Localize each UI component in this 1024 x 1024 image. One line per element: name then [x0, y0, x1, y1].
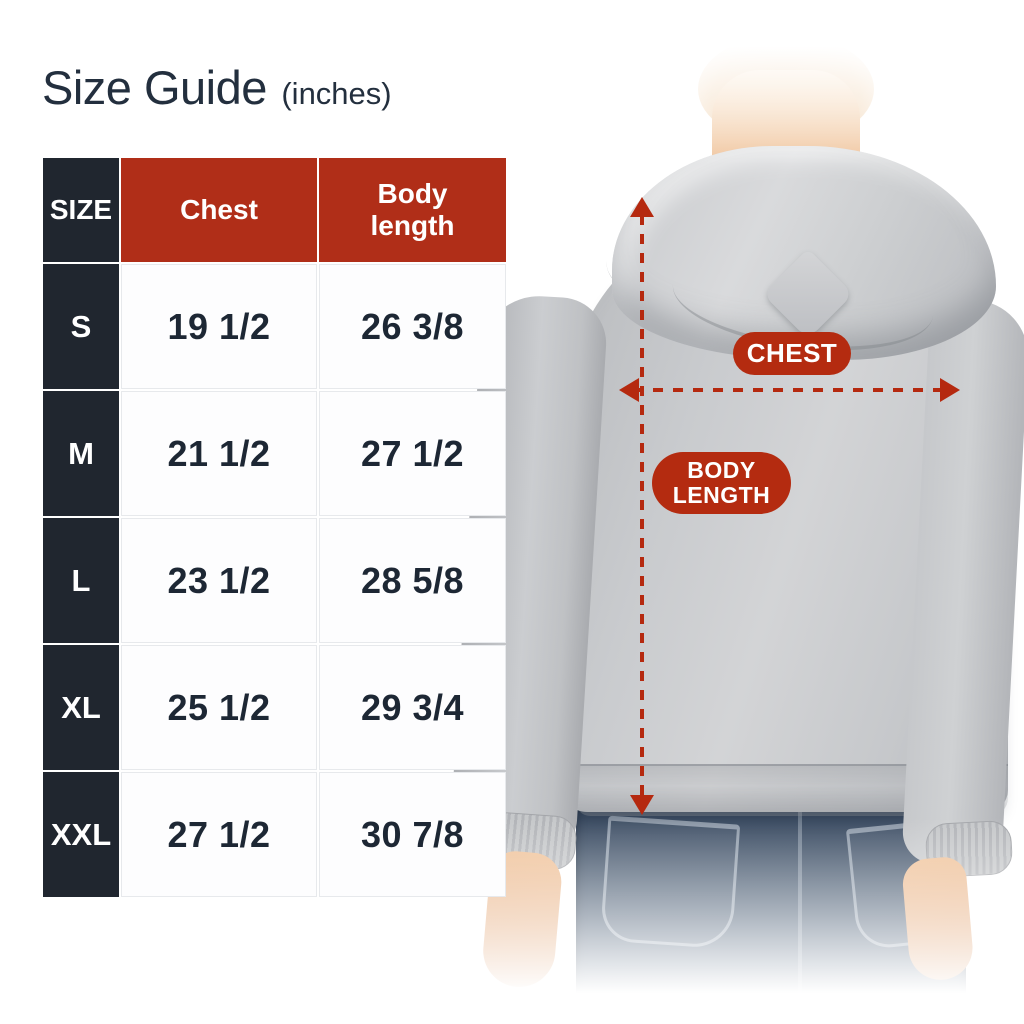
row-xl-chest: 25 1/2: [121, 645, 317, 770]
chest-label-badge: CHEST: [733, 332, 851, 375]
title-unit: (inches): [281, 76, 392, 111]
chest-label: CHEST: [746, 338, 838, 368]
row-m-body-length: 27 1/2: [319, 391, 506, 516]
row-m-size: M: [43, 391, 119, 516]
row-m-chest: 21 1/2: [121, 391, 317, 516]
title-text: Size Guide: [42, 61, 267, 114]
row-l-body-length: 28 5/8: [319, 518, 506, 643]
size-table: SIZE Chest Body length S 19 1/2 26 3/8 M…: [43, 158, 506, 897]
row-s-size: S: [43, 264, 119, 389]
arrowhead-right-icon: [940, 378, 960, 402]
column-header-size: SIZE: [43, 158, 119, 262]
chest-arrow: [633, 388, 947, 392]
arrowhead-left-icon: [619, 378, 639, 402]
row-s-chest: 19 1/2: [121, 264, 317, 389]
column-header-chest: Chest: [121, 158, 317, 262]
page-title: Size Guide (inches): [42, 60, 392, 115]
photo-top-fade: [610, 0, 990, 165]
body-length-label-badge: BODY LENGTH: [652, 452, 791, 514]
arrowhead-up-icon: [630, 197, 654, 217]
row-xxl-chest: 27 1/2: [121, 772, 317, 897]
row-l-size: L: [43, 518, 119, 643]
row-xxl-body-length: 30 7/8: [319, 772, 506, 897]
row-xxl-size: XXL: [43, 772, 119, 897]
row-xl-size: XL: [43, 645, 119, 770]
photo-bottom-fade: [430, 818, 1024, 1024]
column-header-body-length: Body length: [319, 158, 506, 262]
arrowhead-down-icon: [630, 795, 654, 815]
row-xl-body-length: 29 3/4: [319, 645, 506, 770]
row-l-chest: 23 1/2: [121, 518, 317, 643]
body-length-arrow: [640, 215, 644, 797]
body-length-label: BODY LENGTH: [672, 456, 771, 508]
row-s-body-length: 26 3/8: [319, 264, 506, 389]
